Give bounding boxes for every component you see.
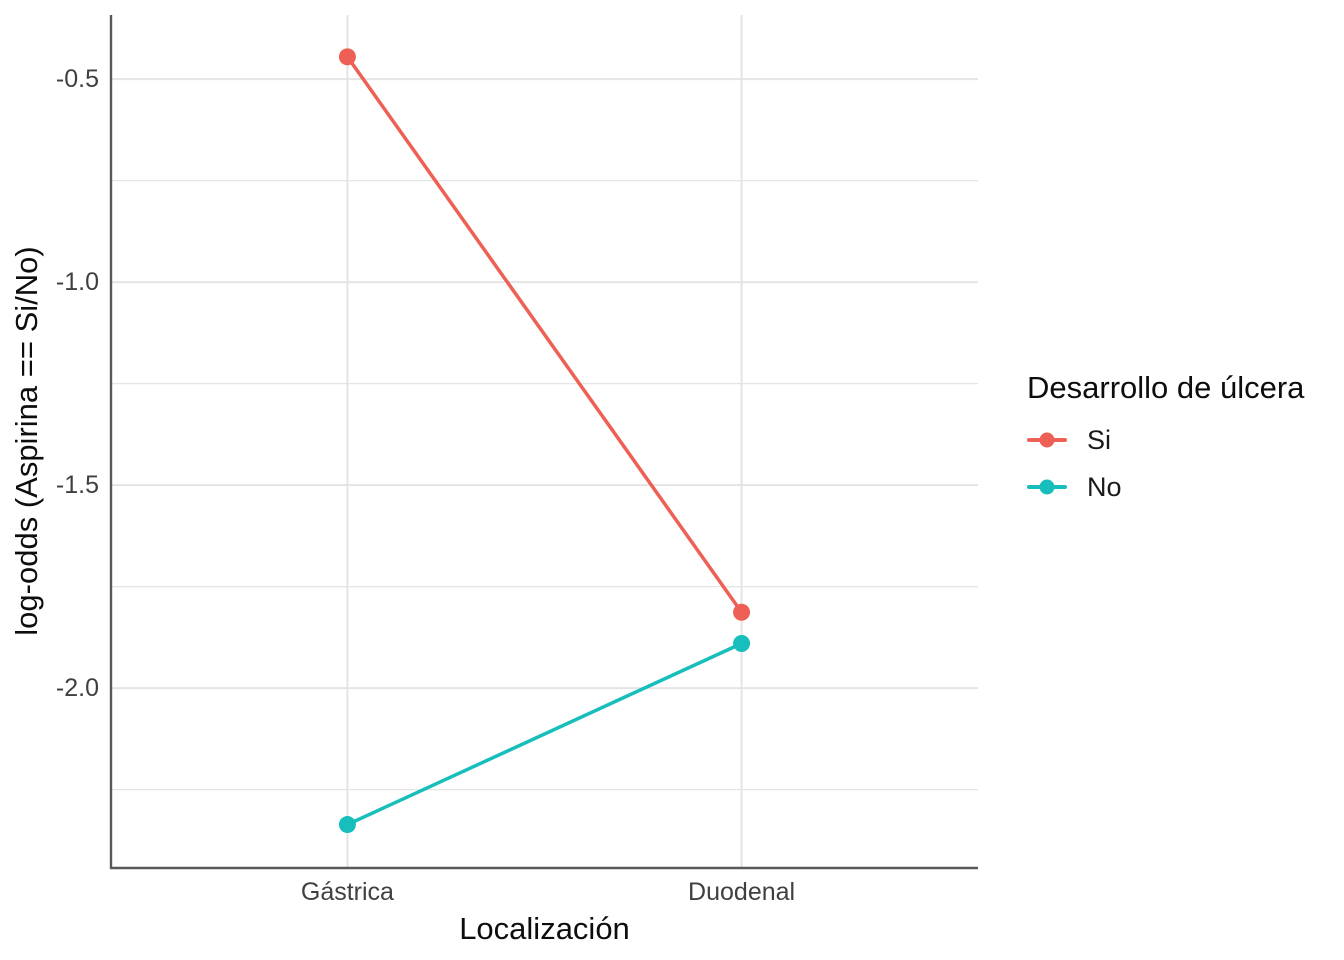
y-tick-label: -0.5 (55, 65, 99, 94)
legend: Desarrollo de úlcera Si No (1027, 370, 1305, 502)
series-no (338, 634, 751, 834)
data-point (338, 48, 356, 66)
legend-item-label: No (1087, 472, 1122, 502)
legend-title: Desarrollo de úlcera (1027, 370, 1305, 405)
y-tick-label: -1.0 (55, 268, 99, 297)
axis-lines (109, 15, 978, 870)
legend-item-no: No (1027, 472, 1122, 502)
data-point (338, 816, 356, 834)
x-axis-title: Localización (459, 911, 630, 946)
y-tick-label: -2.0 (55, 674, 99, 703)
data-point (733, 634, 751, 652)
legend-key-dot (1039, 479, 1055, 495)
legend-key-no (1027, 472, 1067, 502)
series-line (346, 641, 743, 827)
gridlines-x (346, 15, 743, 868)
legend-item-si: Si (1027, 425, 1111, 455)
y-tick-label: -1.5 (55, 471, 99, 500)
series-si (338, 48, 751, 621)
data-point (733, 603, 751, 621)
legend-key-si (1027, 425, 1067, 455)
gridlines-major-y (111, 78, 978, 690)
x-tick-label: Gástrica (300, 878, 394, 906)
y-axis-title: log-odds (Aspirina == Si/No) (9, 246, 44, 636)
gridlines-minor (111, 180, 978, 791)
legend-item-label: Si (1087, 425, 1112, 455)
legend-key-dot (1039, 432, 1055, 448)
series-line (346, 55, 743, 614)
x-tick-label: Duodenal (688, 878, 796, 906)
